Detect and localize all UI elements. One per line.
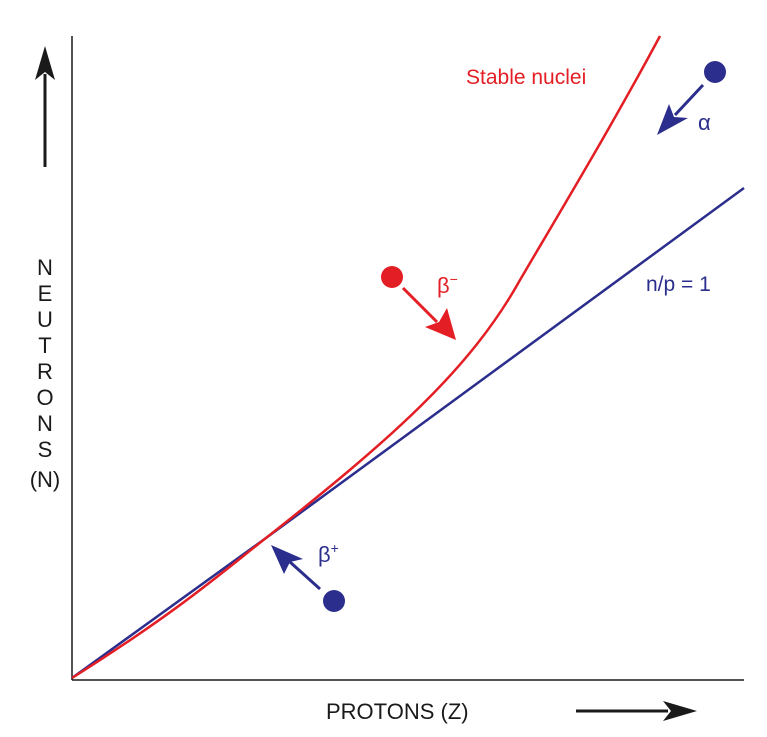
np-ratio-label: n/p = 1 [646,273,711,296]
x-axis-label: PROTONS (Z) [326,699,469,724]
stable-nuclei-label: Stable nuclei [466,66,586,89]
right-arrow-icon [576,701,697,721]
beta-minus-label: β− [437,271,458,298]
y-letter: U [37,307,53,332]
y-symbol: (N) [30,467,61,492]
y-letter: N [37,255,53,280]
alpha-label: α [698,110,711,135]
neutron-rich-nucleus [381,266,403,288]
alpha-arrowhead [657,104,688,135]
beta-plus-label: β+ [318,540,339,567]
beta-minus-decay: β− [381,266,458,340]
stability-curve [72,36,660,678]
y-letter: S [38,437,53,462]
proton-rich-nucleus [323,590,345,612]
up-arrow-icon [35,46,55,167]
y-letter: T [38,333,51,358]
beta-plus-decay: β+ [271,540,345,612]
y-letter: O [36,385,53,410]
np-equal-line [72,188,744,678]
y-letter: N [37,411,53,436]
alpha-decay: α [657,61,726,135]
y-axis-label: N E U T R O N S (N) [30,255,61,492]
y-letter: R [37,359,53,384]
y-letter: E [38,281,53,306]
heavy-nucleus [704,61,726,83]
